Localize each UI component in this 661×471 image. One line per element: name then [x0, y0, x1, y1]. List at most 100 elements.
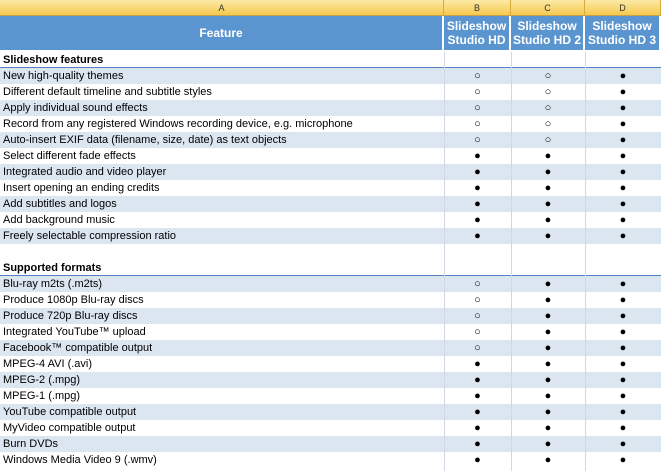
availability-cell: ○: [444, 100, 511, 116]
header-product: Slideshow Studio HD 2: [511, 16, 585, 52]
grid-line: [511, 52, 512, 471]
availability-cell: ●: [511, 292, 585, 308]
availability-cell: ●: [511, 388, 585, 404]
feature-name: Different default timeline and subtitle …: [0, 84, 444, 100]
availability-cell: ●: [585, 308, 661, 324]
availability-cell: ●: [585, 340, 661, 356]
availability-cell: ○: [444, 324, 511, 340]
availability-cell: ●: [585, 372, 661, 388]
feature-name: MPEG-1 (.mpg): [0, 388, 444, 404]
feature-name: Integrated YouTube™ upload: [0, 324, 444, 340]
availability-cell: ●: [511, 180, 585, 196]
availability-cell: ●: [511, 356, 585, 372]
column-letter: C: [511, 0, 585, 16]
availability-cell: ○: [444, 340, 511, 356]
availability-cell: ○: [511, 116, 585, 132]
grid-line: [585, 52, 586, 471]
feature-name: Insert opening an ending credits: [0, 180, 444, 196]
availability-cell: ●: [511, 404, 585, 420]
availability-cell: ●: [585, 436, 661, 452]
feature-name: Add subtitles and logos: [0, 196, 444, 212]
availability-cell: ●: [444, 420, 511, 436]
column-letter: A: [0, 0, 444, 16]
header-feature: Feature: [0, 16, 444, 52]
availability-cell: ●: [444, 148, 511, 164]
availability-cell: ●: [444, 356, 511, 372]
availability-cell: ●: [585, 404, 661, 420]
availability-cell: ●: [585, 196, 661, 212]
feature-name: Auto-insert EXIF data (filename, size, d…: [0, 132, 444, 148]
availability-cell: ●: [585, 212, 661, 228]
availability-cell: ●: [585, 84, 661, 100]
feature-name: YouTube compatible output: [0, 404, 444, 420]
availability-cell: ●: [585, 228, 661, 244]
header-product: Slideshow Studio HD: [444, 16, 511, 52]
availability-cell: ●: [444, 404, 511, 420]
availability-cell: ●: [511, 308, 585, 324]
feature-name: New high-quality themes: [0, 68, 444, 84]
availability-cell: ●: [444, 180, 511, 196]
feature-name: Integrated audio and video player: [0, 164, 444, 180]
feature-name: Blu-ray m2ts (.m2ts): [0, 276, 444, 292]
availability-cell: ●: [511, 164, 585, 180]
availability-cell: ○: [511, 68, 585, 84]
availability-cell: ●: [585, 292, 661, 308]
feature-name: Add background music: [0, 212, 444, 228]
availability-cell: ●: [585, 116, 661, 132]
availability-cell: ●: [585, 324, 661, 340]
availability-cell: ●: [511, 212, 585, 228]
availability-cell: ●: [585, 132, 661, 148]
section-title: Supported formats: [0, 260, 444, 276]
availability-cell: ●: [585, 180, 661, 196]
availability-cell: ●: [444, 212, 511, 228]
availability-cell: ○: [444, 132, 511, 148]
availability-cell: ●: [511, 228, 585, 244]
availability-cell: ○: [444, 308, 511, 324]
availability-cell: ●: [511, 148, 585, 164]
feature-name: Produce 720p Blu-ray discs: [0, 308, 444, 324]
column-letter: D: [585, 0, 661, 16]
availability-cell: ●: [585, 356, 661, 372]
availability-cell: ●: [585, 420, 661, 436]
availability-cell: ●: [585, 276, 661, 292]
column-letter: B: [444, 0, 511, 16]
availability-cell: ●: [585, 164, 661, 180]
availability-cell: ●: [585, 452, 661, 468]
availability-cell: ●: [444, 372, 511, 388]
availability-cell: ●: [444, 196, 511, 212]
availability-cell: ●: [585, 388, 661, 404]
availability-cell: ●: [444, 164, 511, 180]
availability-cell: ○: [444, 116, 511, 132]
availability-cell: ●: [444, 452, 511, 468]
feature-name: Record from any registered Windows recor…: [0, 116, 444, 132]
availability-cell: ●: [585, 100, 661, 116]
availability-cell: ●: [511, 420, 585, 436]
feature-name: Burn DVDs: [0, 436, 444, 452]
availability-cell: ●: [511, 340, 585, 356]
feature-name: Produce 1080p Blu-ray discs: [0, 292, 444, 308]
header-product: Slideshow Studio HD 3: [585, 16, 661, 52]
section-title: Slideshow features: [0, 52, 444, 68]
availability-cell: ●: [511, 452, 585, 468]
availability-cell: ○: [444, 276, 511, 292]
availability-cell: ●: [511, 324, 585, 340]
availability-cell: ●: [444, 388, 511, 404]
feature-name: MPEG-2 (.mpg): [0, 372, 444, 388]
availability-cell: ○: [444, 68, 511, 84]
blank-row: [0, 244, 661, 260]
feature-name: Select different fade effects: [0, 148, 444, 164]
feature-name: MyVideo compatible output: [0, 420, 444, 436]
availability-cell: ●: [444, 436, 511, 452]
availability-cell: ○: [444, 84, 511, 100]
availability-cell: ○: [511, 100, 585, 116]
feature-name: Facebook™ compatible output: [0, 340, 444, 356]
feature-name: Apply individual sound effects: [0, 100, 444, 116]
availability-cell: ●: [511, 436, 585, 452]
availability-cell: ●: [511, 372, 585, 388]
availability-cell: ●: [444, 228, 511, 244]
availability-cell: ●: [585, 148, 661, 164]
availability-cell: ●: [585, 68, 661, 84]
availability-cell: ●: [511, 196, 585, 212]
feature-name: MPEG-4 AVI (.avi): [0, 356, 444, 372]
